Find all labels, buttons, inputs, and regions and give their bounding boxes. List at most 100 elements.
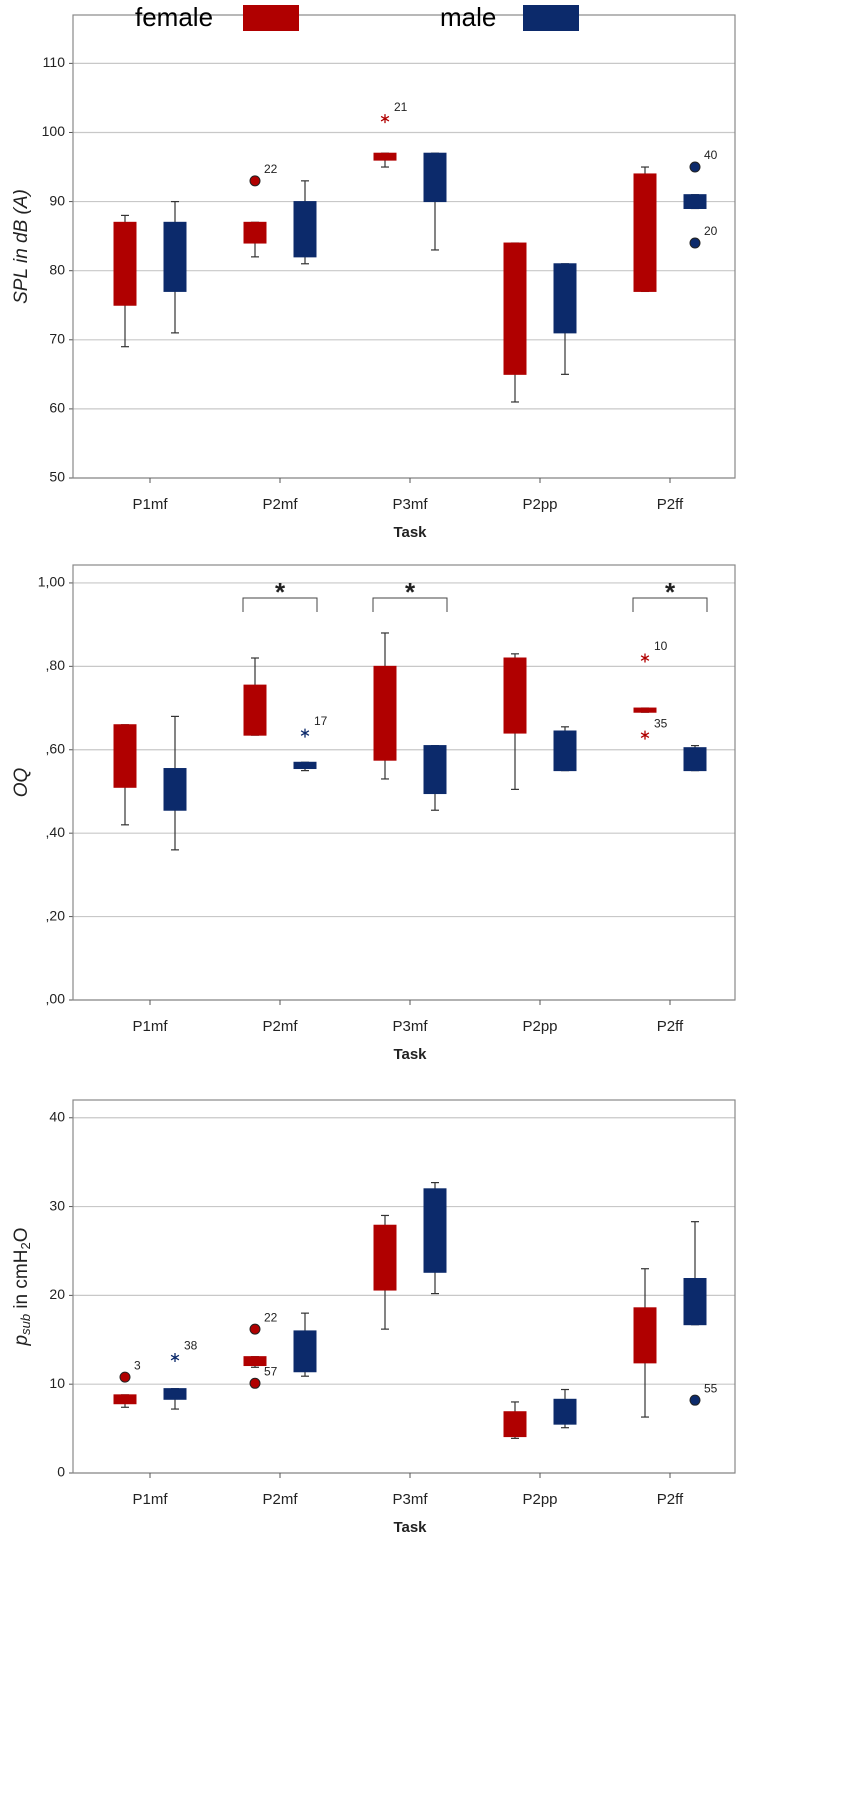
- box: [243, 1356, 267, 1367]
- box: [243, 684, 267, 736]
- y-tick-label: ,80: [46, 657, 66, 673]
- box: [633, 1307, 657, 1364]
- box: [293, 1330, 317, 1373]
- box: [553, 1398, 577, 1425]
- x-tick-label: P2mf: [262, 1491, 298, 1508]
- legend-label: male: [440, 2, 496, 32]
- y-axis-title: SPL in dB (A): [11, 189, 32, 304]
- x-tick-label: P3mf: [392, 496, 428, 513]
- extreme: [170, 1353, 180, 1363]
- y-tick-label: 60: [49, 400, 65, 416]
- extreme: [640, 730, 650, 740]
- x-tick-label: P2ff: [657, 496, 684, 513]
- box: [373, 152, 397, 161]
- box: [683, 1278, 707, 1326]
- box: [683, 747, 707, 772]
- outlier-label: 57: [264, 1364, 278, 1378]
- y-axis-title-part: sub: [18, 1314, 33, 1335]
- outlier: [689, 161, 701, 173]
- x-tick-label: P1mf: [132, 1491, 168, 1508]
- y-tick-label: ,00: [46, 991, 66, 1007]
- box: [633, 173, 657, 292]
- y-tick-label: 90: [49, 192, 65, 208]
- box: [373, 665, 397, 761]
- box: [373, 1224, 397, 1291]
- y-tick-label: 10: [49, 1375, 65, 1391]
- y-axis-title-part: in cmH: [11, 1250, 32, 1314]
- x-tick-label: P1mf: [132, 1018, 168, 1035]
- outlier-label: 22: [264, 162, 278, 176]
- outlier-label: 55: [704, 1381, 718, 1395]
- x-tick-label: P2pp: [522, 1491, 557, 1508]
- box: [503, 657, 527, 734]
- plot-frame: [72, 14, 736, 479]
- outlier-label: 10: [654, 639, 668, 653]
- y-tick-label: 1,00: [38, 574, 65, 590]
- outlier-label: 22: [264, 1310, 278, 1324]
- y-axis-title-part: 2: [18, 1242, 33, 1249]
- box: [293, 761, 317, 770]
- y-tick-label: 0: [57, 1464, 65, 1480]
- outlier: [249, 1323, 261, 1335]
- outlier-label: 38: [184, 1339, 198, 1353]
- x-tick-label: P2pp: [522, 496, 557, 513]
- y-axis-title-part: O: [11, 1228, 32, 1243]
- outlier-label: 21: [394, 100, 408, 114]
- box: [113, 221, 137, 306]
- x-axis-title: Task: [393, 1519, 427, 1536]
- outlier: [119, 1371, 131, 1383]
- y-tick-label: 20: [49, 1286, 65, 1302]
- box: [423, 1188, 447, 1273]
- outlier: [689, 1394, 701, 1406]
- x-axis-title: Task: [393, 524, 427, 541]
- plot-frame: [72, 564, 736, 1001]
- y-tick-label: ,60: [46, 740, 66, 756]
- y-tick-label: 40: [49, 1108, 65, 1124]
- box: [163, 221, 187, 292]
- box: [423, 745, 447, 795]
- significance-bracket: [372, 597, 448, 612]
- legend-label: female: [135, 2, 213, 32]
- x-tick-label: P2pp: [522, 1018, 557, 1035]
- x-tick-label: P2mf: [262, 1018, 298, 1035]
- legend-swatch: [523, 5, 579, 31]
- outlier: [689, 237, 701, 249]
- box: [553, 263, 577, 334]
- x-tick-label: P2ff: [657, 1491, 684, 1508]
- x-tick-label: P1mf: [132, 496, 168, 513]
- significance-bracket: [632, 597, 708, 612]
- y-axis-title-part: p: [11, 1335, 32, 1347]
- box: [633, 707, 657, 713]
- box: [293, 201, 317, 258]
- outlier-label: 20: [704, 224, 718, 238]
- significance-label: *: [405, 577, 416, 607]
- y-tick-label: 110: [43, 54, 66, 70]
- box: [683, 194, 707, 209]
- legend-swatch: [243, 5, 299, 31]
- box: [163, 768, 187, 811]
- outlier-label: 17: [314, 714, 328, 728]
- y-tick-label: 100: [42, 123, 66, 139]
- box: [243, 221, 267, 244]
- y-axis-title: psub in cmH2O: [11, 1228, 33, 1347]
- box: [113, 1394, 137, 1405]
- box: [503, 1411, 527, 1438]
- y-tick-label: 70: [49, 330, 65, 346]
- box: [163, 1388, 187, 1400]
- y-tick-label: 50: [49, 469, 65, 485]
- outlier: [249, 175, 261, 187]
- x-tick-label: P2mf: [262, 496, 298, 513]
- extreme: [640, 653, 650, 663]
- significance-label: *: [665, 577, 676, 607]
- box: [553, 730, 577, 772]
- outlier-label: 35: [654, 716, 668, 730]
- plot-frame: [72, 1099, 736, 1474]
- extreme: [380, 114, 390, 124]
- y-tick-label: 30: [49, 1197, 65, 1213]
- y-tick-label: 80: [49, 261, 65, 277]
- box: [423, 152, 447, 203]
- outlier-label: 3: [134, 1358, 141, 1372]
- outlier-label: 40: [704, 148, 718, 162]
- box: [113, 724, 137, 788]
- y-tick-label: ,40: [46, 824, 66, 840]
